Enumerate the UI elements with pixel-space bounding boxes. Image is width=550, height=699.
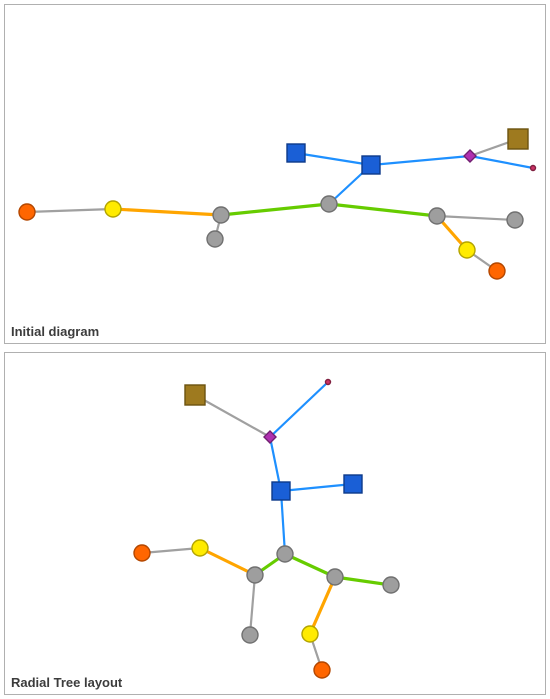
caption-radial: Radial Tree layout	[11, 675, 122, 690]
figure-canvas: Initial diagram Radial Tree layout	[0, 0, 550, 699]
node-g1b	[242, 627, 258, 643]
node-o2	[314, 662, 330, 678]
edge-y1-g1	[113, 209, 221, 215]
node-br1	[508, 129, 528, 149]
node-g1	[213, 207, 229, 223]
panel-initial-diagram: Initial diagram	[4, 4, 546, 344]
graph-initial	[5, 5, 547, 345]
node-g1b	[207, 231, 223, 247]
caption-initial: Initial diagram	[11, 324, 99, 339]
node-g3	[429, 208, 445, 224]
edge-g1-g2	[221, 204, 329, 215]
panel-radial-tree: Radial Tree layout	[4, 352, 546, 695]
edge-g3-y2	[310, 577, 335, 634]
node-g4	[383, 577, 399, 593]
node-b2	[362, 156, 380, 174]
edge-b2-b1	[296, 153, 371, 165]
node-o2	[489, 263, 505, 279]
node-g3	[327, 569, 343, 585]
edge-g3-g4	[437, 216, 515, 220]
edge-g2-g3	[329, 204, 437, 216]
node-y2	[302, 626, 318, 642]
node-y2	[459, 242, 475, 258]
node-b2	[272, 482, 290, 500]
node-g1	[247, 567, 263, 583]
node-y1	[105, 201, 121, 217]
node-t1	[531, 166, 536, 171]
node-o1	[134, 545, 150, 561]
node-b1	[344, 475, 362, 493]
node-g4	[507, 212, 523, 228]
edge-g1-y1	[200, 548, 255, 575]
node-b1	[287, 144, 305, 162]
edge-y1-o1	[142, 548, 200, 553]
node-y1	[192, 540, 208, 556]
edge-d1-t1	[470, 156, 533, 168]
graph-radial	[5, 353, 547, 696]
node-t1	[326, 380, 331, 385]
edge-o1-y1	[27, 209, 113, 212]
node-g2	[277, 546, 293, 562]
edge-g1-g1b	[250, 575, 255, 635]
edge-b2-b1	[281, 484, 353, 491]
edge-d1-br1	[195, 395, 270, 437]
node-g2	[321, 196, 337, 212]
edge-b2-d1	[371, 156, 470, 165]
node-br1	[185, 385, 205, 405]
node-d1	[464, 150, 476, 162]
edge-d1-t1	[270, 382, 328, 437]
node-o1	[19, 204, 35, 220]
